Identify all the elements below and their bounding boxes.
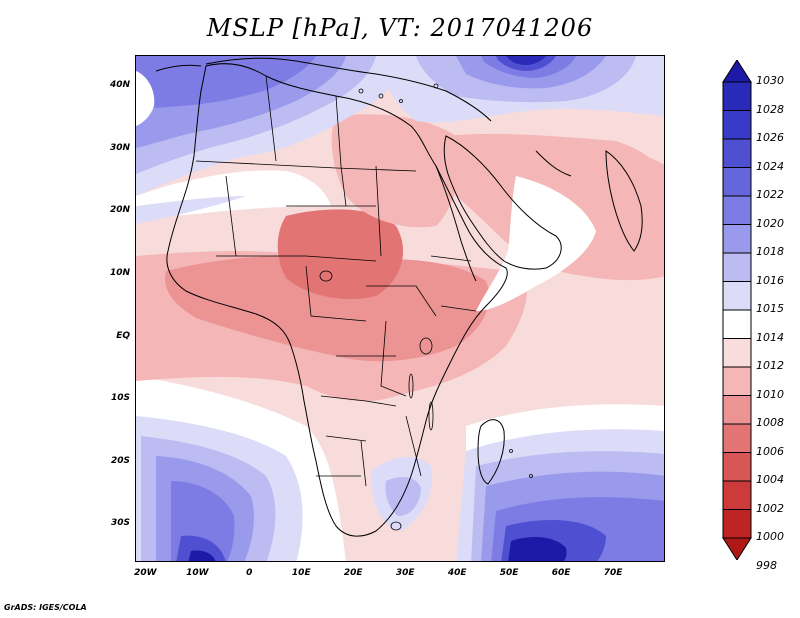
colorbar [722,60,752,560]
colorbar-level-label: 1008 [756,416,784,429]
latitude-tick-label: 30S [110,518,130,529]
latitude-tick-label: 20S [110,455,130,466]
longitude-tick-label: 40E [447,568,467,578]
colorbar-segment [722,423,752,453]
longitude-tick-label: 10E [291,568,311,578]
latitude-tick-label: 10S [110,393,130,404]
colorbar-level-label: 998 [756,558,777,572]
credit-text: GrADS: IGES/COLA [4,603,87,612]
colorbar-top-arrow [722,60,752,83]
country-borders [195,75,477,487]
colorbar-segment [722,81,752,111]
colorbar-segment [722,252,752,282]
latitude-tick-label: 40N [109,80,130,91]
coastlines [155,57,643,537]
field-1008-sahel [165,255,490,362]
colorbar-segment [722,224,752,254]
latitude-tick-label: 30N [109,142,130,153]
colorbar-level-label: 1030 [756,74,784,87]
colorbar-level-label: 1012 [756,359,784,372]
colorbar-segment [722,167,752,197]
colorbar-segment [722,281,752,311]
colorbar-level-label: 1022 [756,188,784,201]
field-1015-sahara-west [136,196,246,224]
field-1020-north-atlantic [136,56,316,108]
colorbar-level-label: 1016 [756,273,784,287]
colorbar-segment [722,110,752,140]
lakes-islands [319,83,533,531]
field-1028-mediterranean [506,56,546,65]
longitude-tick-label: 70E [603,568,623,578]
colorbar-segment [722,395,752,425]
colorbar-level-label: 1015 [756,302,784,315]
colorbar-segment [722,452,752,482]
colorbar-segment [722,338,752,368]
map-title: MSLP [hPa], VT: 2017041206 [206,14,594,42]
colorbar-level-label: 1004 [756,473,784,486]
longitude-tick-label: 20E [343,568,363,578]
colorbar-bottom-arrow [722,537,752,560]
colorbar-segment [722,195,752,225]
colorbar-segment [722,366,752,396]
field-1030-south-indian [508,536,567,561]
longitude-tick-label: 0 [246,568,253,578]
longitude-tick-label: 30E [395,568,415,578]
longitude-tick-label: 10W [186,568,209,578]
field-1010-india [605,154,664,255]
colorbar-level-label: 1014 [756,330,784,344]
latitude-tick-label: 10N [109,268,130,279]
pressure-map [135,55,665,562]
longitude-tick-label: 50E [499,568,519,578]
field-1006-sudan-chad [277,209,404,300]
colorbar-level-label: 1000 [756,530,784,543]
colorbar-level-label: 1028 [756,102,784,116]
colorbar-segment [722,509,752,539]
colorbar-level-label: 1010 [756,387,784,401]
latitude-tick-label: EQ [116,330,130,341]
longitude-tick-label: 20W [134,568,157,578]
longitude-tick-label: 60E [551,568,571,578]
latitude-tick-label: 20N [109,205,130,216]
field-1014-atlantic-pocket [136,71,155,126]
colorbar-segment [722,480,752,510]
colorbar-level-label: 1024 [756,159,784,173]
colorbar-segment [722,138,752,168]
pressure-field-svg [136,56,664,561]
field-1014-arabian-sea [476,176,596,311]
colorbar-level-label: 1020 [756,216,784,230]
colorbar-level-label: 1026 [756,131,784,144]
colorbar-segment [722,309,752,339]
colorbar-level-label: 1002 [756,501,784,515]
field-1030-south-atlantic [188,550,216,561]
colorbar-level-label: 1006 [756,444,784,458]
field-1010-north-africa [331,114,460,228]
field-1024-south-atlantic [176,535,226,561]
field-1016-southern-africa [385,476,421,516]
colorbar-level-label: 1018 [756,245,784,258]
